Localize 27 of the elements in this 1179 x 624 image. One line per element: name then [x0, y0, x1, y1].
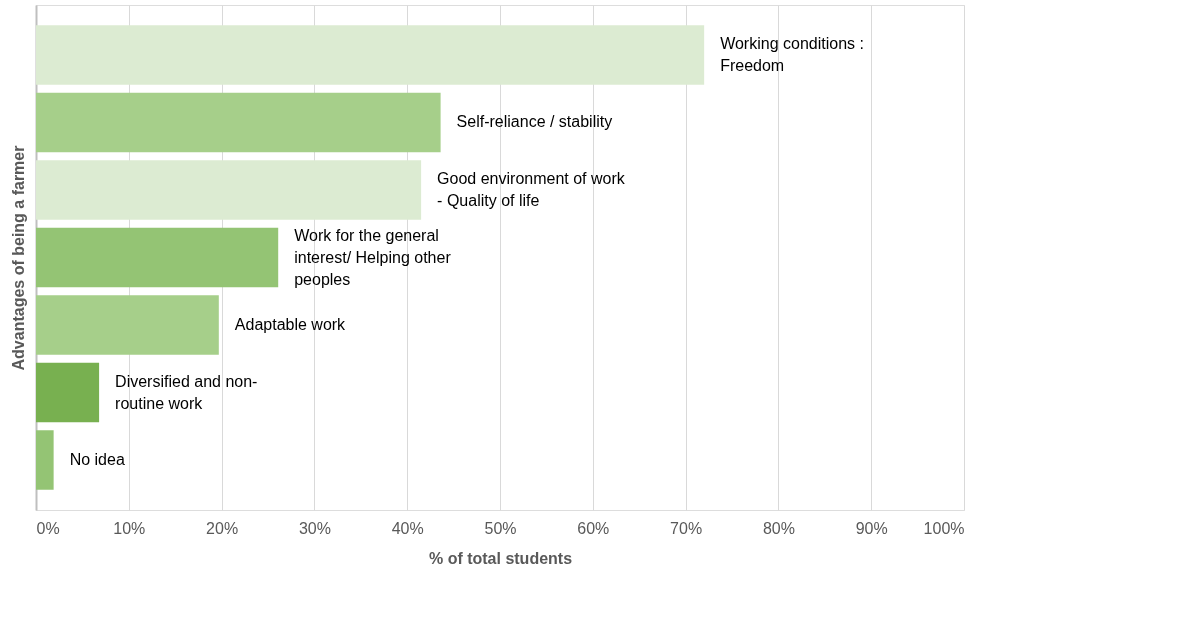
bar: [36, 227, 279, 288]
bar: [36, 295, 219, 355]
y-axis-title: Advantages of being a farmer: [9, 145, 27, 371]
x-tick-label: 20%: [206, 519, 239, 537]
x-tick-label: 70%: [670, 519, 703, 537]
y-tick-label: Self-reliance / stability: [456, 113, 613, 131]
x-axis-title: % of total students: [428, 549, 573, 567]
y-tick-label: Diversified and non-routine work: [115, 372, 258, 412]
x-tick-label: 90%: [855, 519, 888, 537]
bar: [36, 92, 441, 153]
y-tick-label: Adaptable work: [234, 316, 347, 334]
x-tick-label: 80%: [762, 519, 795, 537]
y-tick-label: Good environment of work - Quality of life: [437, 169, 626, 209]
bar: [36, 25, 705, 85]
x-tick-label: 50%: [484, 519, 517, 537]
x-tick-label: 30%: [298, 519, 331, 537]
bar: [36, 362, 100, 423]
x-tick-label: 100%: [923, 519, 965, 537]
x-tick-label: 10%: [113, 519, 146, 537]
x-tick-label: 0%: [36, 519, 60, 537]
y-tick-label: No idea: [69, 451, 125, 469]
y-tick-label: Work for the general interest/ Helping other peoples: [294, 226, 452, 288]
bar: [36, 430, 54, 490]
x-tick-label: 60%: [577, 519, 610, 537]
y-tick-label: Working conditions : Freedom: [720, 34, 864, 74]
bar: [36, 160, 422, 220]
x-tick-label: 40%: [391, 519, 424, 537]
